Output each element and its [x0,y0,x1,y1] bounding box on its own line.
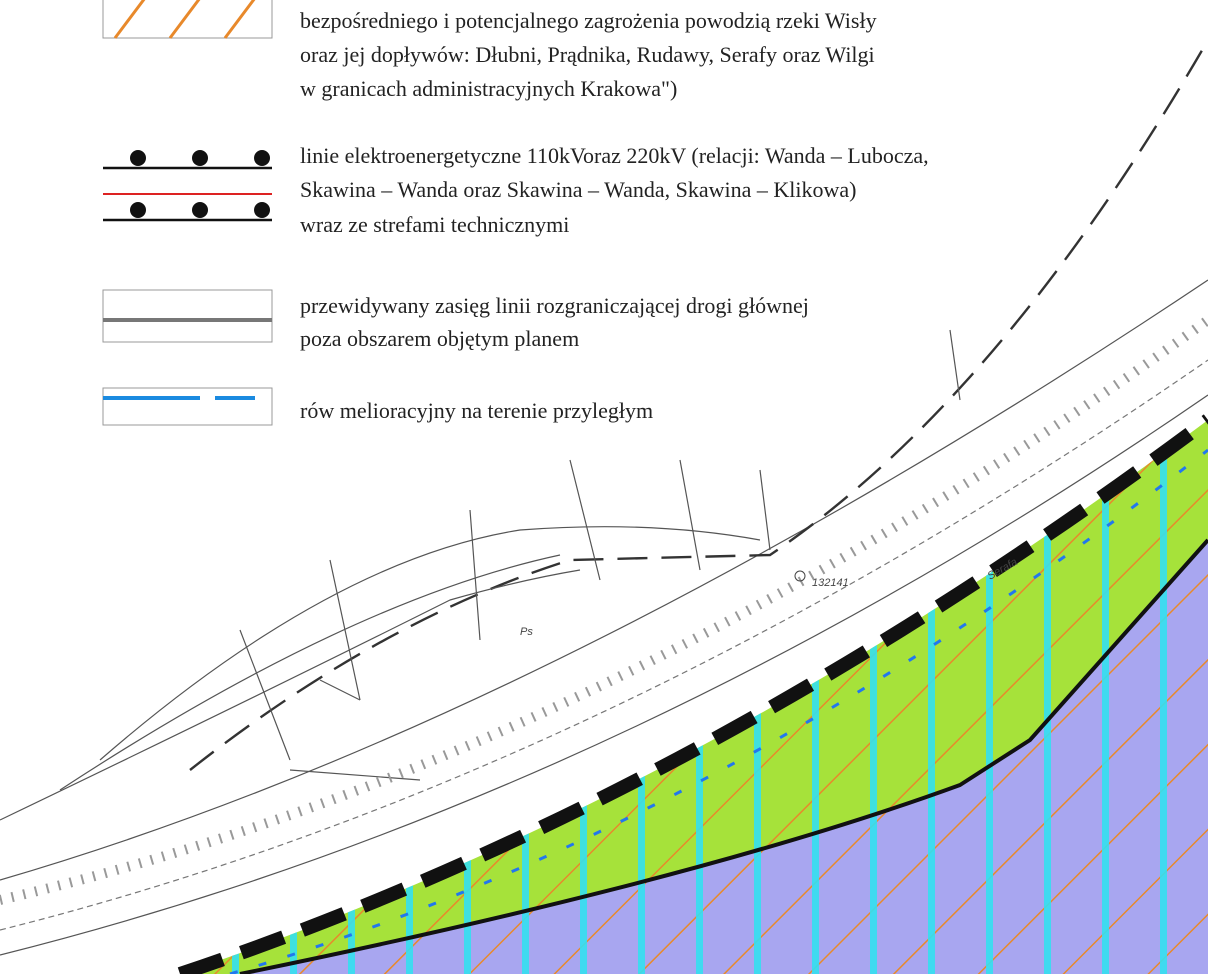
legend-symbols [102,0,273,426]
legend-text: poza obszarem objętym planem [300,326,579,351]
map-label: Ps [520,626,533,638]
legend-text: linie elektroenergetyczne 110kVoraz 220k… [300,143,929,168]
legend-text: oraz jej dopływów: Dłubni, Prądnika, Rud… [300,42,875,67]
ditch-line [229,448,1208,974]
legend-texts: bezpośredniego i potencjalnego zagrożeni… [300,8,929,423]
legend-text: bezpośredniego i potencjalnego zagrożeni… [300,8,877,33]
legend-text: w granicach administracyjnych Krakowa") [300,76,677,101]
legend-text: rów melioracyjny na terenie przyległym [300,398,653,423]
legend-text: Skawina – Wanda oraz Skawina – Wanda, Sk… [300,177,857,202]
legend-text: przewidywany zasięg linii rozgraniczając… [300,293,809,318]
zone-border [239,538,1208,974]
power-line [177,414,1208,974]
legend-text: wraz ze strefami technicznymi [300,212,569,237]
map-label: 132141 [812,577,849,589]
